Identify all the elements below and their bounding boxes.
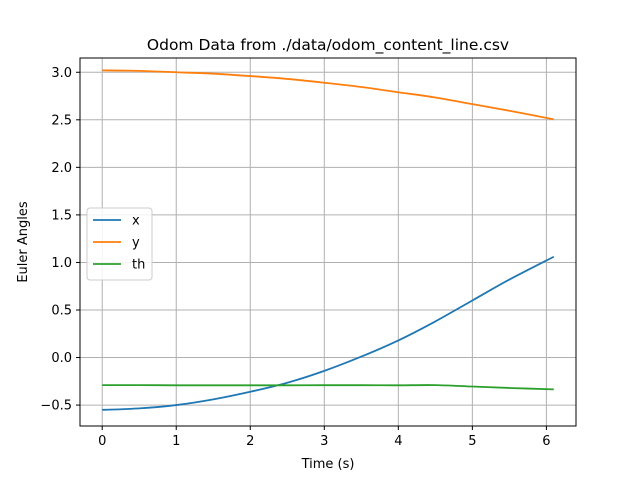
series-line-x — [102, 255, 555, 411]
legend-label-x: x — [132, 214, 140, 229]
series-line-th — [102, 384, 554, 391]
axis-ticks: 0 1 2 3 4 5 6 −0.5 0.0 0.5 1.0 1.5 2.0 2.5 3.0 — [40, 66, 550, 449]
series-line-y — [102, 69, 554, 121]
x-tick-label: 2 — [246, 434, 254, 449]
x-tick-label: 1 — [172, 434, 180, 449]
grid — [80, 58, 576, 426]
legend: xy th — [86, 207, 153, 281]
y-tick-label: 2.5 — [51, 113, 72, 128]
chart-title: Odom Data from ./data/odom_content_line.… — [147, 36, 509, 55]
x-axis-label: Time (s) — [301, 457, 355, 472]
y-axis-label: Euler Angles — [16, 201, 31, 283]
x-tick-label: 3 — [320, 434, 328, 449]
y-tick-label: 0.5 — [51, 303, 72, 318]
y-tick-label: −0.5 — [40, 399, 72, 414]
x-tick-label: 4 — [394, 434, 402, 449]
series-lines — [102, 69, 555, 411]
y-tick-label: 1.0 — [51, 256, 72, 271]
legend-label-th: th — [132, 258, 145, 273]
legend-label-y: y — [132, 236, 140, 251]
y-tick-label: 1.5 — [51, 208, 72, 223]
plot-area-frame — [79, 57, 577, 427]
y-tick-label: 0.0 — [51, 351, 72, 366]
y-tick-label: 3.0 — [51, 66, 72, 81]
x-tick-label: 0 — [98, 434, 106, 449]
legend-box — [86, 207, 153, 281]
x-tick-label: 6 — [542, 434, 550, 449]
y-tick-label: 2.0 — [51, 161, 72, 176]
x-tick-label: 5 — [468, 434, 476, 449]
